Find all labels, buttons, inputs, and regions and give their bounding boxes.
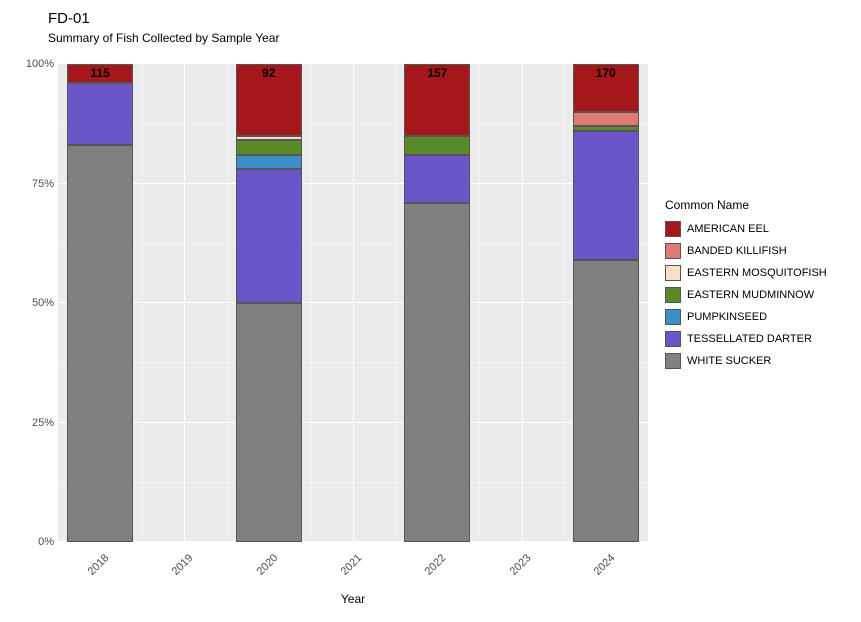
bar-total-label: 115 [90, 66, 109, 80]
legend-swatch [665, 309, 681, 325]
x-tick-label: 2019 [170, 552, 196, 578]
gridline-v-minor [395, 64, 396, 542]
bar [236, 64, 302, 542]
bar [404, 64, 470, 542]
x-tick-label: 2023 [507, 552, 533, 578]
x-tick-label: 2021 [339, 552, 365, 578]
legend-label: TESSELLATED DARTER [687, 333, 812, 345]
bar-segment [236, 155, 302, 169]
gridline-v-minor [142, 64, 143, 542]
legend-label: BANDED KILLIFISH [687, 245, 787, 257]
chart-container: FD-01 Summary of Fish Collected by Sampl… [0, 0, 861, 622]
bar-segment [236, 140, 302, 154]
bar-segment [67, 83, 133, 145]
legend-item: BANDED KILLIFISH [665, 240, 827, 262]
legend-label: AMERICAN EEL [687, 223, 769, 235]
gridline-v-minor [564, 64, 565, 542]
bar-segment [573, 112, 639, 126]
gridline-v-minor [479, 64, 480, 542]
bar-total-label: 92 [262, 66, 275, 80]
bar-total-label: 157 [427, 66, 447, 80]
gridline-v-minor [311, 64, 312, 542]
legend: Common Name AMERICAN EEL BANDED KILLIFISH… [665, 198, 827, 372]
y-tick-label: 25% [4, 417, 54, 429]
x-tick-label: 2022 [423, 552, 449, 578]
x-tick-label: 2024 [592, 552, 618, 578]
legend-swatch [665, 353, 681, 369]
bar-segment [67, 145, 133, 542]
chart-title: FD-01 [48, 10, 90, 27]
plot-panel: 115 92 157 170 [58, 64, 648, 542]
legend-label: EASTERN MUDMINNOW [687, 289, 814, 301]
y-tick-label: 100% [4, 58, 54, 70]
bar-segment [404, 155, 470, 203]
gridline-v [184, 64, 185, 542]
bar-segment [404, 136, 470, 155]
legend-item: EASTERN MOSQUITOFISH [665, 262, 827, 284]
legend-swatch [665, 243, 681, 259]
bar-segment [236, 303, 302, 542]
chart-subtitle: Summary of Fish Collected by Sample Year [48, 31, 279, 45]
legend-label: PUMPKINSEED [687, 311, 767, 323]
legend-swatch [665, 265, 681, 281]
x-axis-label: Year [58, 592, 648, 606]
bar-segment [236, 169, 302, 303]
legend-swatch [665, 221, 681, 237]
legend-title: Common Name [665, 198, 827, 212]
y-tick-label: 50% [4, 297, 54, 309]
legend-item: WHITE SUCKER [665, 350, 827, 372]
bar [67, 64, 133, 542]
y-tick-label: 75% [4, 178, 54, 190]
legend-item: EASTERN MUDMINNOW [665, 284, 827, 306]
bar-segment [573, 260, 639, 542]
bar [573, 64, 639, 542]
legend-swatch [665, 287, 681, 303]
bar-total-label: 170 [596, 66, 616, 80]
bar-segment [404, 203, 470, 542]
legend-item: TESSELLATED DARTER [665, 328, 827, 350]
y-tick-label: 0% [4, 536, 54, 548]
legend-swatch [665, 331, 681, 347]
bar-segment [573, 131, 639, 260]
gridline-v [353, 64, 354, 542]
legend-item: AMERICAN EEL [665, 218, 827, 240]
x-tick-label: 2020 [254, 552, 280, 578]
legend-item: PUMPKINSEED [665, 306, 827, 328]
gridline-v [522, 64, 523, 542]
gridline-v-minor [227, 64, 228, 542]
legend-label: WHITE SUCKER [687, 355, 771, 367]
legend-label: EASTERN MOSQUITOFISH [687, 267, 827, 279]
x-tick-label: 2018 [86, 552, 112, 578]
